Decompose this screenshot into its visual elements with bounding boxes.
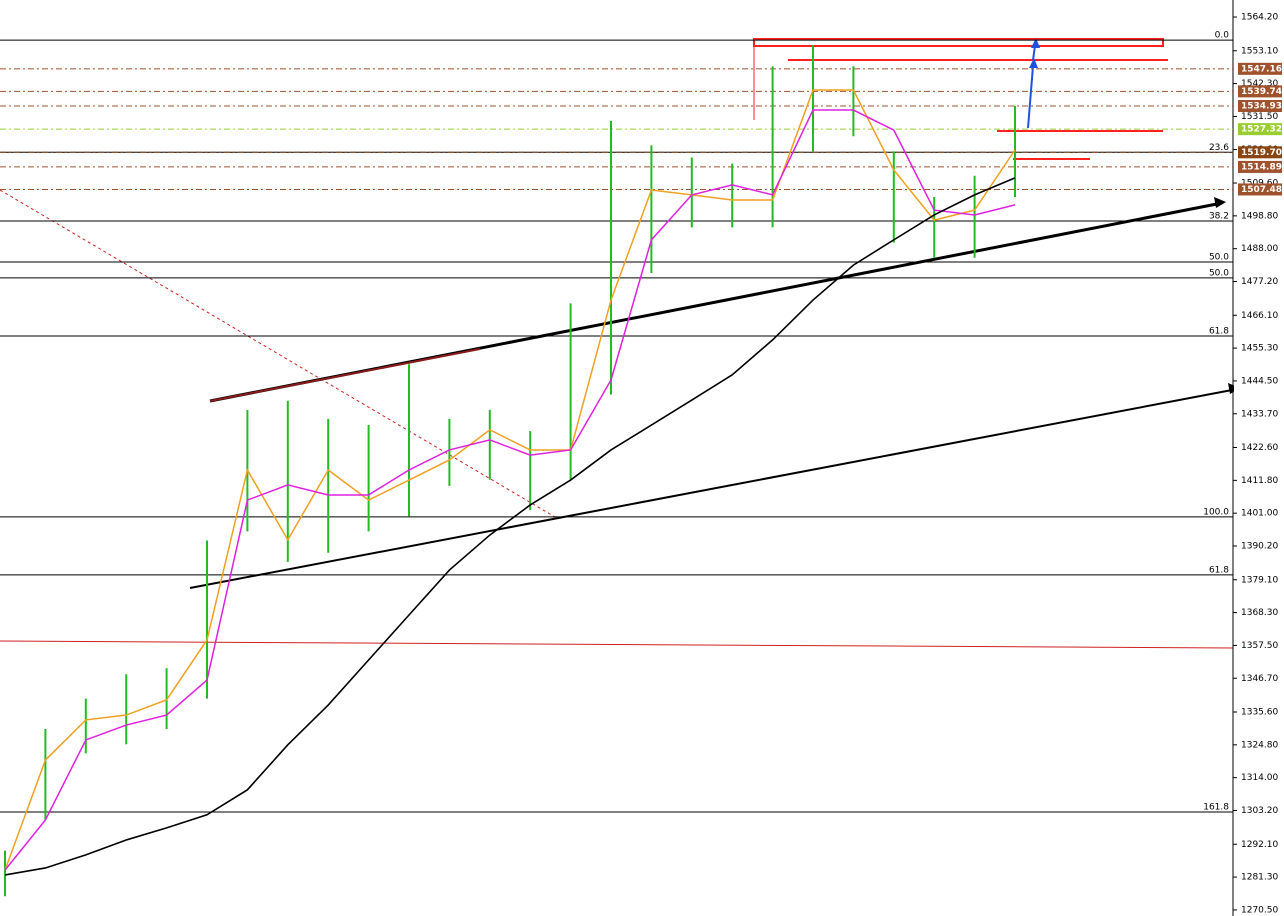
dotted-trendline <box>0 189 556 518</box>
y-tick-label: 1401.00 <box>1241 509 1278 519</box>
y-tick-label: 1335.60 <box>1241 708 1278 718</box>
y-tick-label: 1444.50 <box>1241 376 1278 386</box>
y-tick-label: 1368.30 <box>1241 608 1278 618</box>
fib-label: 100.0 <box>1203 507 1229 517</box>
fib-label: 0.0 <box>1215 31 1230 41</box>
y-tick-label: 1303.20 <box>1241 806 1278 816</box>
level-label: 1514.89 <box>1241 162 1282 172</box>
y-tick-label: 1531.50 <box>1241 112 1278 122</box>
level-box <box>1238 146 1282 159</box>
y-tick-label: 1422.60 <box>1241 443 1278 453</box>
level-label: 1507.48 <box>1241 185 1282 195</box>
level-label: 1534.93 <box>1241 102 1282 112</box>
level-box <box>1238 62 1282 75</box>
y-tick-label: 1542.30 <box>1241 79 1278 89</box>
y-tick-label: 1553.10 <box>1241 46 1278 56</box>
channel-overlay <box>209 348 481 402</box>
level-label: 1527.32 <box>1241 125 1282 135</box>
level-box <box>1238 183 1282 196</box>
target-arrow <box>1032 45 1036 61</box>
drawings <box>0 0 1240 916</box>
y-tick-label: 1433.70 <box>1241 409 1278 419</box>
y-tick-label: 1455.30 <box>1241 344 1278 354</box>
y-tick-label: 1466.10 <box>1241 311 1278 321</box>
lower-channel <box>189 389 1233 589</box>
y-tick-label: 1346.70 <box>1241 674 1278 684</box>
level-box <box>1238 123 1282 136</box>
y-tick-label: 1564.20 <box>1241 13 1278 23</box>
y-tick-label: 1411.80 <box>1241 476 1278 486</box>
fib-label: 61.8 <box>1209 326 1229 336</box>
fib-label: 38.2 <box>1209 212 1229 222</box>
y-tick-label: 1477.20 <box>1241 277 1278 287</box>
y-tick-label: 1270.50 <box>1241 905 1278 915</box>
moving-average <box>4 89 1016 871</box>
y-tick-label: 1498.80 <box>1241 211 1278 221</box>
target-arrow <box>1027 65 1034 129</box>
y-tick-label: 1357.50 <box>1241 641 1278 651</box>
arrow-head <box>1029 58 1038 68</box>
level-label: 1519.70 <box>1241 148 1282 158</box>
y-tick-label: 1488.00 <box>1241 244 1278 254</box>
y-tick-label: 1314.00 <box>1241 773 1278 783</box>
moving-average <box>4 109 1016 871</box>
fib-label: 50.0 <box>1209 268 1229 278</box>
y-tick-label: 1324.80 <box>1241 740 1278 750</box>
y-tick-label: 1379.10 <box>1241 575 1278 585</box>
moving-average <box>4 177 1016 876</box>
level-label: 1547.16 <box>1241 64 1282 74</box>
y-tick-label: 1292.10 <box>1241 840 1278 850</box>
fib-label: 61.8 <box>1209 565 1229 575</box>
fib-label: 50.0 <box>1209 253 1229 263</box>
level-label: 1539.74 <box>1241 87 1282 97</box>
fib-label: 23.6 <box>1209 143 1229 153</box>
y-tick-label: 1390.20 <box>1241 542 1278 552</box>
level-box <box>1238 160 1282 173</box>
level-box <box>1238 85 1282 98</box>
fib-label: 161.8 <box>1203 803 1229 813</box>
y-tick-label: 1281.30 <box>1241 873 1278 883</box>
level-box <box>1238 100 1282 113</box>
arrow-head <box>1031 38 1040 48</box>
arrow-head <box>1214 197 1226 208</box>
